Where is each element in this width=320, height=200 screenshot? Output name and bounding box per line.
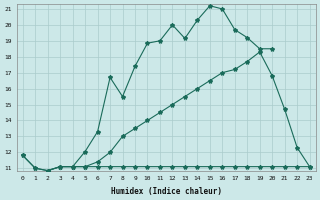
X-axis label: Humidex (Indice chaleur): Humidex (Indice chaleur)	[111, 187, 222, 196]
